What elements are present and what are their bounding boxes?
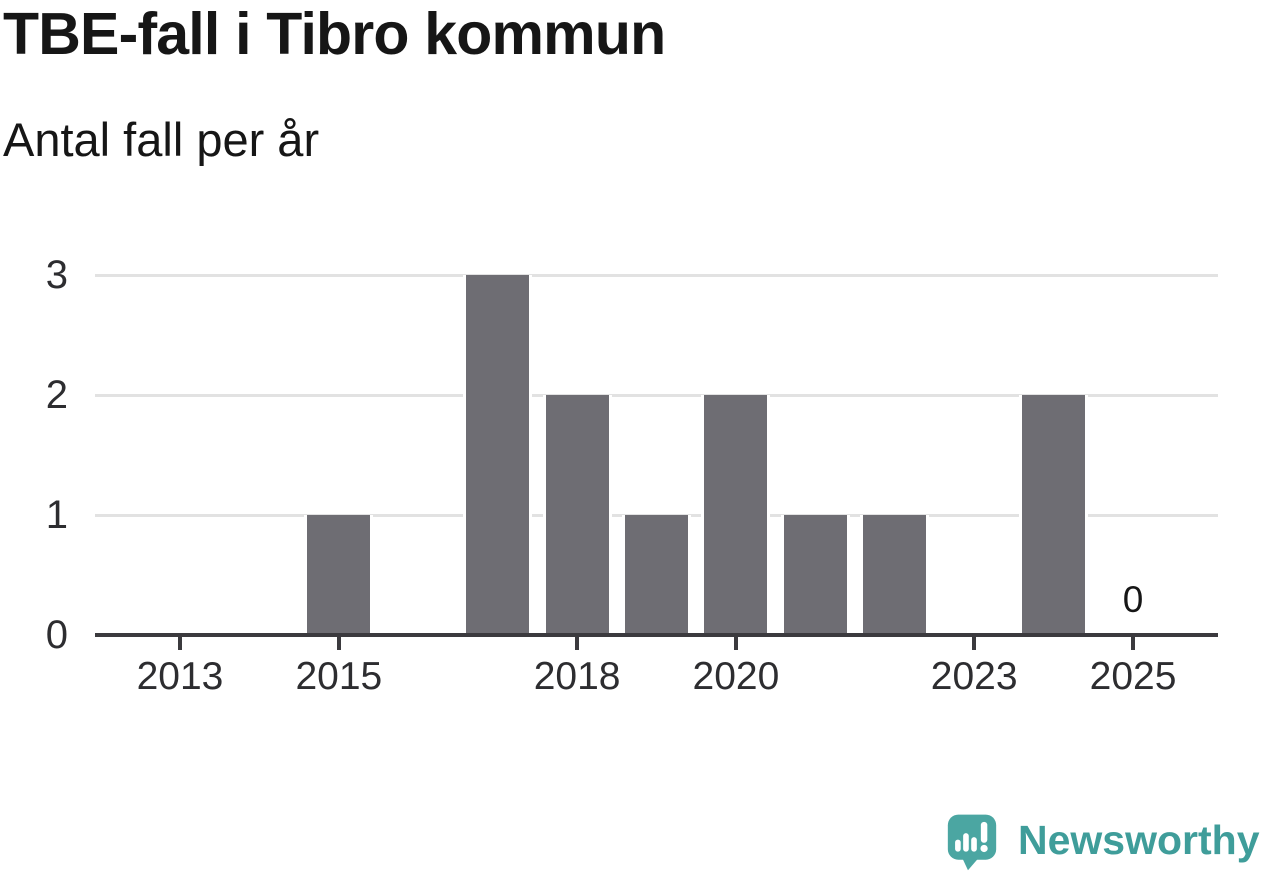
y-tick-label-3: 3 [45, 253, 68, 297]
x-tick-label-2013: 2013 [136, 655, 224, 698]
gridline-y-2 [95, 393, 1218, 397]
x-axis-tick-2023 [972, 637, 977, 650]
y-tick-label-1: 1 [45, 493, 68, 537]
bar-2022 [863, 515, 927, 635]
x-axis-tick-2015 [336, 637, 341, 650]
x-axis-tick-2018 [575, 637, 580, 650]
newsworthy-logo-icon [947, 814, 997, 871]
logo-exclamation-dot [980, 844, 988, 853]
bar-2019 [625, 515, 689, 635]
x-axis-tick-2020 [733, 637, 738, 650]
brand-footer: Newsworthy [946, 810, 1260, 871]
bar-2015 [307, 515, 371, 635]
x-tick-label-2015: 2015 [295, 655, 383, 698]
y-tick-label-0: 0 [45, 613, 68, 657]
brand-label: Newsworthy [1018, 817, 1260, 863]
logo-bar-short [955, 839, 961, 852]
x-tick-label-2018: 2018 [533, 655, 621, 698]
chart-subtitle: Antal fall per år [3, 113, 320, 166]
bar-2021 [783, 515, 847, 635]
x-axis-tick-2013 [178, 637, 182, 650]
logo-exclamation-stem [980, 821, 988, 843]
gridline-y-3 [95, 273, 1218, 277]
chart-title: TBE-fall i Tibro kommun [3, 1, 666, 67]
zero-value-label-2025: 0 [1122, 579, 1144, 620]
x-tick-label-2020: 2020 [692, 655, 780, 698]
x-axis-line [95, 633, 1218, 637]
logo-bar-medium [971, 837, 977, 852]
bar-2017 [466, 275, 530, 635]
logo-bar-tall [963, 833, 969, 852]
bar-2024 [1022, 395, 1086, 635]
x-axis-tick-2025 [1131, 637, 1136, 650]
y-tick-label-2: 2 [45, 373, 68, 417]
bar-2020 [704, 395, 768, 635]
x-tick-label-2023: 2023 [930, 655, 1018, 698]
x-tick-label-2025: 2025 [1089, 655, 1177, 698]
bar-2018 [545, 395, 609, 635]
